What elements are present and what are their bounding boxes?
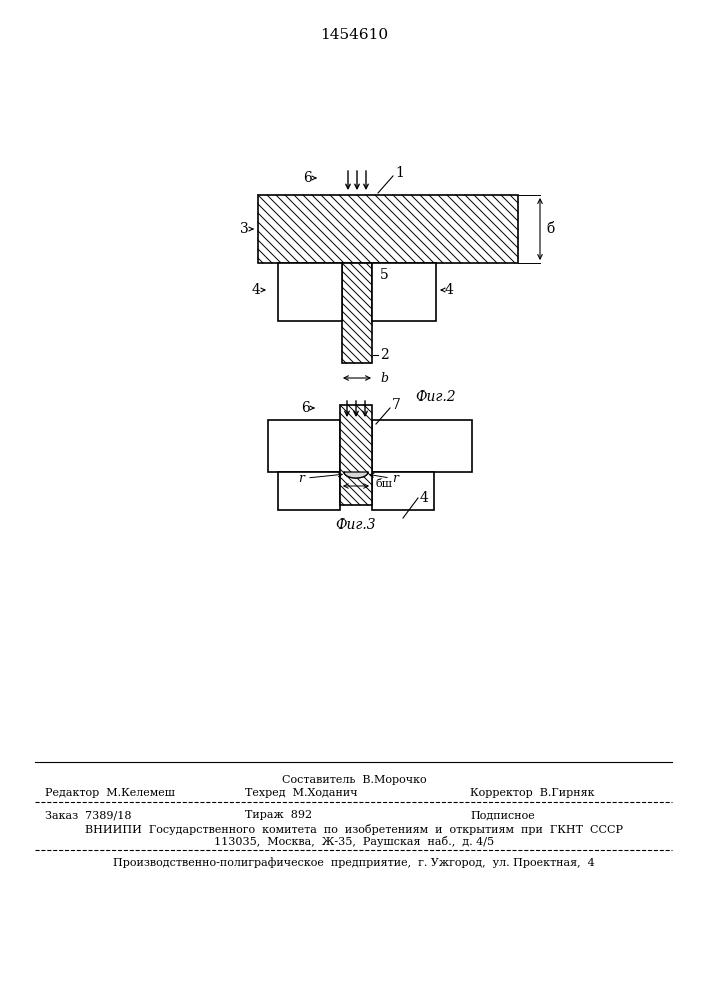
Text: 4: 4 [251,283,260,297]
Bar [372,420,472,472]
Text: 2: 2 [380,348,389,362]
Text: 4: 4 [445,283,454,297]
Text: Производственно-полиграфическое  предприятие,  г. Ужгород,  ул. Проектная,  4: Производственно-полиграфическое предприя… [113,857,595,868]
Text: 6: 6 [303,171,312,185]
Bar [278,263,342,321]
Bar [340,405,372,505]
Text: b: b [380,372,388,385]
Text: Составитель  В.Морочко: Составитель В.Морочко [281,775,426,785]
Text: Фиг.2: Фиг.2 [415,390,455,404]
Text: r: r [392,472,398,485]
Text: Редактор  М.Келемеш: Редактор М.Келемеш [45,788,175,798]
Bar [372,263,436,321]
Text: Подписное: Подписное [470,810,534,820]
Text: 7: 7 [392,398,401,412]
Text: Техред  М.Ходанич: Техред М.Ходанич [245,788,358,798]
Text: 1454610: 1454610 [320,28,388,42]
Text: 5: 5 [380,268,389,282]
Bar [372,472,434,510]
Text: Тираж  892: Тираж 892 [245,810,312,820]
Text: б: б [546,222,554,236]
Text: r: r [298,472,304,485]
Text: Заказ  7389/18: Заказ 7389/18 [45,810,132,820]
Text: Фиг.3: Фиг.3 [335,518,375,532]
Text: 3: 3 [240,222,249,236]
Text: 6: 6 [301,401,310,415]
Text: ВНИИПИ  Государственного  комитета  по  изобретениям  и  открытиям  при  ГКНТ  С: ВНИИПИ Государственного комитета по изоб… [85,824,623,835]
Text: Корректор  В.Гирняк: Корректор В.Гирняк [470,788,595,798]
Bar [258,195,518,263]
Bar [278,472,340,510]
Text: бш: бш [375,479,392,489]
Text: 113035,  Москва,  Ж-35,  Раушская  наб.,  д. 4/5: 113035, Москва, Ж-35, Раушская наб., д. … [214,836,494,847]
Bar [268,420,340,472]
Polygon shape [344,472,368,478]
Text: 1: 1 [395,166,404,180]
Bar [342,263,372,363]
Text: 4: 4 [420,491,429,505]
